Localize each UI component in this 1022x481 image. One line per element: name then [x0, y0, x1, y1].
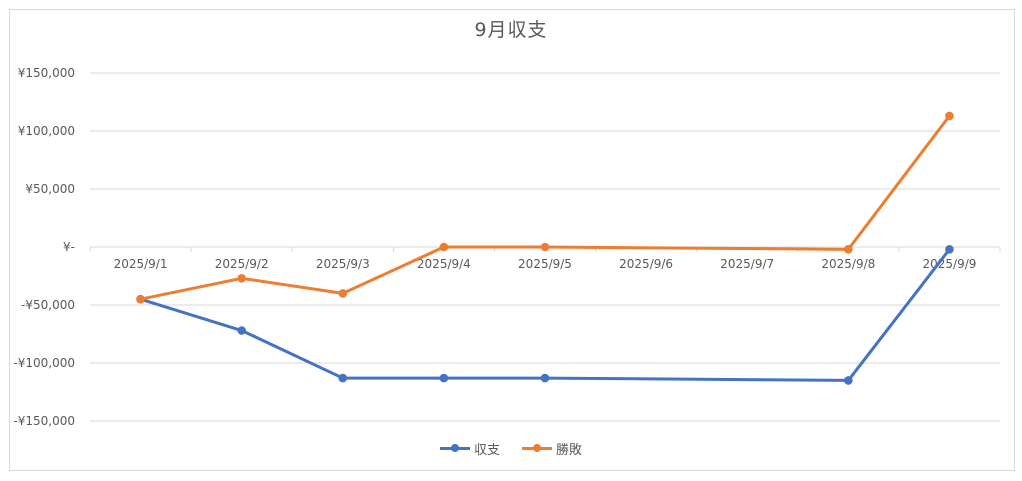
x-tick-label: 2025/9/3: [316, 257, 370, 271]
data-point-1: [136, 294, 145, 304]
x-tick-label: 2025/9/4: [417, 257, 471, 271]
x-tick-label: 2025/9/8: [821, 257, 875, 271]
y-tick-label: -¥100,000: [13, 356, 75, 370]
legend-label-balance: 収支: [473, 443, 500, 458]
chart-frame: [9, 9, 1015, 471]
y-tick-label: ¥100,000: [18, 124, 75, 138]
legend-swatch-balance: [439, 444, 470, 452]
y-tick-label: -¥150,000: [13, 414, 75, 428]
y-tick-label: ¥-: [63, 240, 75, 254]
x-tick-label: 2025/9/6: [619, 257, 673, 271]
legend-item-balance: 収支: [439, 439, 500, 458]
legend-marker-winloss: [533, 444, 541, 452]
x-tick-label: 2025/9/2: [215, 257, 269, 271]
data-point-1: [338, 289, 348, 298]
x-tick-label: 2025/9/7: [720, 257, 774, 271]
chart-title: 9月収支: [474, 19, 548, 41]
data-point-1: [540, 242, 550, 252]
x-tick-label: 2025/9/1: [114, 257, 168, 271]
data-point-1: [844, 245, 853, 254]
data-point-1: [237, 274, 246, 283]
data-point-1: [439, 242, 449, 252]
x-tick-label: 2025/9/9: [922, 257, 976, 271]
data-point-0: [237, 326, 246, 335]
data-point-1: [945, 111, 954, 121]
data-point-0: [338, 373, 348, 383]
legend-label-winloss: 勝敗: [556, 443, 583, 458]
series-line-1: [139, 114, 951, 301]
legend-item-winloss: 勝敗: [522, 439, 582, 458]
data-point-0: [844, 376, 853, 385]
data-point-0: [439, 373, 449, 383]
y-tick-label: ¥150,000: [18, 66, 75, 80]
y-tick-label: -¥50,000: [21, 298, 75, 312]
legend-swatch-winloss: [522, 444, 552, 452]
legend: 収支 勝敗: [0, 439, 1022, 458]
x-tick-label: 2025/9/5: [518, 257, 572, 271]
data-point-0: [945, 245, 954, 254]
legend-marker-balance: [450, 444, 459, 452]
y-tick-label: ¥50,000: [25, 182, 75, 196]
data-point-0: [540, 373, 550, 383]
